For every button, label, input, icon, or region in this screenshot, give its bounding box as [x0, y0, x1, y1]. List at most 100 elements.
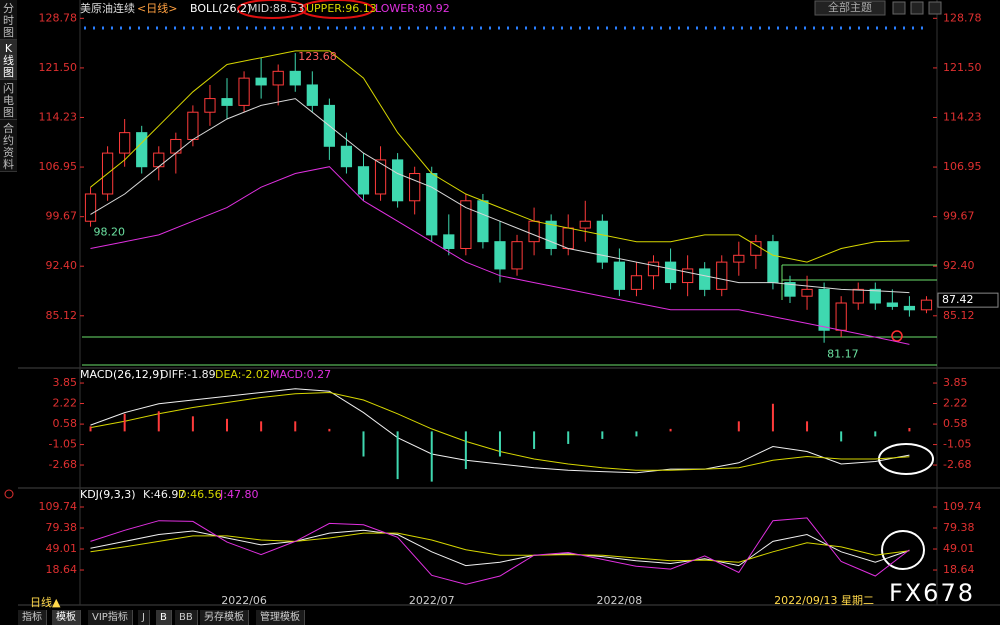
y-tick-label: 0.58 [943, 417, 968, 430]
indicator-label: KDJ(9,3,3) [80, 488, 136, 501]
bottom-tab[interactable]: 模板 [52, 610, 81, 625]
side-tab[interactable]: 分时图 [0, 0, 17, 40]
candle-body [460, 200, 472, 249]
legend-entry: DIFF:-1.89 [160, 368, 216, 381]
y-tick-label: 2.22 [53, 397, 78, 410]
candle-body [886, 302, 898, 307]
candle-body [426, 173, 438, 236]
bottom-tab[interactable]: 另存模板 [200, 610, 249, 625]
y-tick-label: 128.78 [943, 11, 982, 24]
period-label: <日线> [137, 1, 177, 15]
x-tick-label: 2022/09/13 星期二 [774, 594, 874, 607]
y-tick-label: 18.64 [943, 563, 975, 576]
price-tag [937, 292, 999, 308]
y-tick-label: 121.50 [943, 61, 982, 74]
boll-line [90, 98, 910, 294]
legend-entry: LOWER:80.92 [375, 2, 450, 15]
y-tick-label: 99.67 [46, 210, 78, 223]
candle-body [562, 227, 574, 249]
candle-body [579, 220, 591, 229]
y-tick-label: 114.23 [39, 110, 78, 123]
candle-body [528, 220, 540, 243]
candle-body [204, 98, 216, 113]
annotation: 98.20 [94, 226, 126, 239]
side-tab[interactable]: K线图 [0, 40, 17, 80]
y-tick-label: 106.95 [943, 160, 982, 173]
window-button[interactable] [892, 1, 906, 15]
legend-entry: J:47.80 [219, 488, 258, 501]
watermark: FX678 [889, 579, 975, 607]
y-tick-label: 128.78 [39, 11, 78, 24]
y-tick-label: 109.74 [943, 500, 982, 513]
bottom-tab[interactable]: B [156, 610, 172, 625]
legend-entry: MACD:0.27 [270, 368, 331, 381]
kdj-line [90, 529, 910, 567]
candle-body [289, 70, 301, 86]
candle-body [477, 200, 489, 243]
bottom-tab[interactable]: 指标 [18, 610, 47, 625]
indicator-label: MACD(26,12,9) [80, 368, 164, 381]
y-tick-label: 49.01 [943, 542, 975, 555]
y-tick-label: 49.01 [46, 542, 78, 555]
candle-body [238, 77, 250, 106]
boll-line [90, 166, 910, 345]
annotation: 123.68 [298, 50, 337, 63]
candle-body [494, 241, 506, 270]
y-tick-label: 106.95 [39, 160, 78, 173]
candle-body [613, 261, 626, 290]
y-tick-label: 92.40 [46, 259, 78, 272]
highlight-ellipse [881, 530, 925, 570]
y-tick-label: 99.67 [943, 210, 975, 223]
macd-line [90, 388, 910, 474]
marker-circle [891, 330, 903, 342]
candle-body [136, 132, 148, 168]
legend-entry: MID:88.53 [248, 2, 304, 15]
bottom-tab[interactable]: J [138, 610, 150, 625]
y-tick-label: 109.74 [39, 500, 78, 513]
candle-body [119, 132, 131, 154]
y-tick-label: 114.23 [943, 110, 982, 123]
candle-body [869, 288, 881, 304]
legend-entry: K:46.97 [143, 488, 185, 501]
candle-body [84, 193, 97, 222]
y-tick-label: 79.38 [943, 521, 975, 534]
y-tick-label: -1.05 [49, 438, 77, 451]
candle-body [187, 111, 199, 140]
candle-body [801, 288, 813, 297]
candle-body [511, 241, 523, 270]
theme-button[interactable] [814, 0, 886, 16]
legend-entry: DEA:-2.02 [215, 368, 270, 381]
candle-body [903, 305, 916, 311]
y-tick-label: -2.68 [943, 458, 971, 471]
bottom-tab[interactable]: 管理模板 [256, 610, 305, 625]
panel-icon [4, 489, 14, 499]
y-tick-label: 85.12 [943, 309, 975, 322]
x-tick-label: 2022/07 [409, 594, 455, 607]
instrument-name: 美原油连续 [80, 1, 135, 15]
period-button[interactable]: 日线▲ [30, 595, 61, 609]
y-tick-label: -1.05 [943, 438, 971, 451]
candle-body [340, 145, 353, 168]
candle-body [391, 159, 404, 202]
candle-body [682, 268, 694, 284]
annotation: 81.17 [827, 348, 859, 361]
window-button[interactable] [928, 1, 942, 15]
side-tab[interactable]: 合约资料 [0, 120, 17, 172]
window-button[interactable] [910, 1, 924, 15]
candle-body [664, 261, 677, 284]
y-tick-label: 92.40 [943, 259, 975, 272]
side-tab[interactable]: 闪电图 [0, 80, 17, 120]
bottom-tab[interactable]: VIP指标 [88, 610, 133, 625]
legend-entry: D:46.56 [178, 488, 222, 501]
bottom-tab[interactable]: BB [175, 610, 198, 625]
y-tick-label: -2.68 [49, 458, 77, 471]
highlight-ellipse [300, 0, 374, 19]
candle-body [596, 220, 608, 263]
theme-button-label[interactable]: 全部主题 [828, 0, 872, 14]
kdj-line [90, 532, 910, 563]
y-tick-label: 3.85 [53, 376, 78, 389]
boll-line [90, 50, 910, 263]
y-tick-label: 79.38 [46, 521, 78, 534]
candle-body [835, 302, 847, 331]
y-tick-label: 121.50 [39, 61, 78, 74]
